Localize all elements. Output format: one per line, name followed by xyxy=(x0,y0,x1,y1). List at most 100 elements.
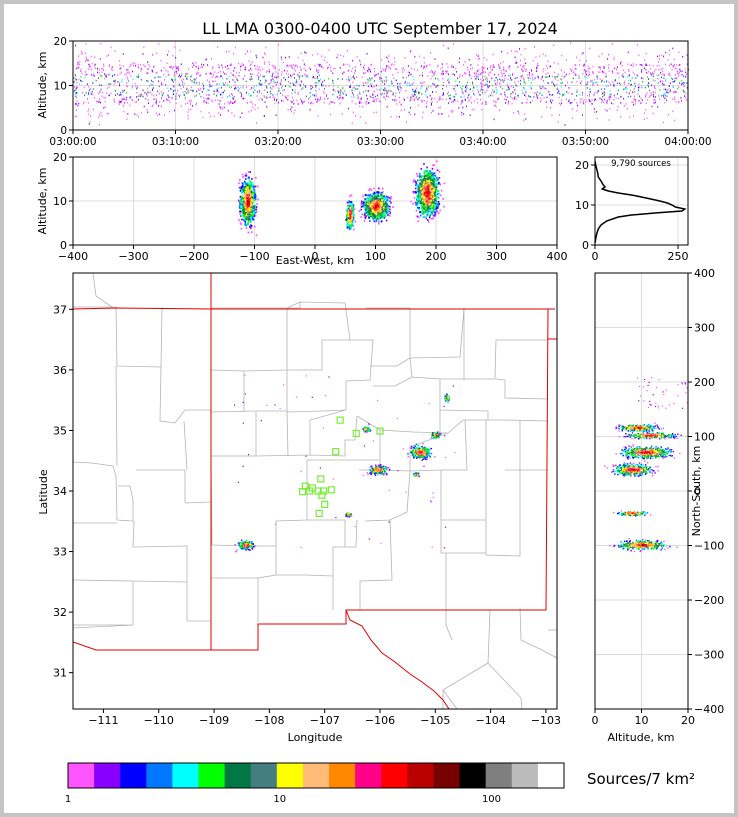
altitude-time-source xyxy=(295,64,297,67)
altitude-time-source xyxy=(646,64,648,66)
altitude-time-source xyxy=(231,93,233,95)
altitude-time-source xyxy=(556,84,558,86)
altitude-time-source xyxy=(350,77,352,80)
altitude-time-source xyxy=(324,98,325,100)
altitude-time-source xyxy=(250,63,252,65)
altitude-time-source xyxy=(514,50,516,53)
altitude-time-source xyxy=(85,92,87,94)
altitude-time-source xyxy=(659,89,661,91)
altitude-time-source xyxy=(280,78,282,81)
altitude-time-source xyxy=(299,75,301,77)
eastwest-source xyxy=(415,172,418,175)
eastwest-source xyxy=(364,206,367,209)
altitude-time-source xyxy=(172,93,174,96)
altitude-time-source xyxy=(334,102,335,104)
eastwest-source xyxy=(245,227,248,229)
altitude-time-source xyxy=(514,56,516,59)
altitude-time-source xyxy=(92,88,94,90)
eastwest-source xyxy=(244,189,247,192)
altitude-time-source xyxy=(589,47,591,50)
altitude-time-source xyxy=(275,84,277,86)
altitude-time-source xyxy=(169,110,171,113)
altitude-time-source xyxy=(356,84,358,87)
altitude-time-source xyxy=(618,97,620,100)
altitude-time-source xyxy=(381,81,383,84)
altitude-time-source xyxy=(239,65,241,68)
eastwest-source xyxy=(248,184,251,187)
eastwest-source xyxy=(370,189,373,191)
altitude-time-source xyxy=(430,77,432,80)
altitude-time-source xyxy=(178,75,180,78)
altitude-time-source xyxy=(197,72,199,74)
eastwest-source xyxy=(431,171,433,174)
altitude-time-source xyxy=(420,65,422,67)
altitude-time-source xyxy=(147,80,149,82)
altitude-time-source xyxy=(436,86,437,88)
altitude-time-source xyxy=(645,69,647,71)
altitude-time-source xyxy=(619,82,621,85)
altitude-time-source xyxy=(252,106,254,109)
eastwest-source xyxy=(238,182,240,185)
eastwest-source xyxy=(250,197,252,199)
altitude-time-source xyxy=(165,69,167,72)
eastwest-source xyxy=(429,211,431,214)
altitude-time-source xyxy=(275,71,277,73)
altitude-time-source xyxy=(408,82,410,84)
altitude-time-source xyxy=(453,99,454,102)
altitude-time-source xyxy=(266,105,268,108)
altitude-time-source xyxy=(129,97,131,99)
altitude-time-source xyxy=(225,82,226,84)
altitude-time-source xyxy=(118,103,120,106)
altitude-time-source xyxy=(353,96,355,98)
altitude-time-source xyxy=(602,95,604,98)
altitude-time-source xyxy=(317,82,319,84)
altitude-time-source xyxy=(141,94,143,97)
altitude-time-source xyxy=(75,78,77,81)
altitude-time-source xyxy=(355,103,357,105)
altitude-time-source xyxy=(187,68,189,71)
altitude-time-source xyxy=(464,72,466,75)
altitude-time-source xyxy=(273,80,275,83)
eastwest-source xyxy=(247,208,250,211)
altitude-time-source xyxy=(647,70,649,73)
altitude-time-source xyxy=(391,82,393,85)
altitude-time-source xyxy=(430,111,432,114)
eastwest-source xyxy=(346,210,349,213)
altitude-time-source xyxy=(190,75,192,77)
altitude-time-source xyxy=(316,70,318,72)
altitude-time-source xyxy=(474,94,476,96)
eastwest-source xyxy=(245,211,247,214)
altitude-time-source xyxy=(630,83,632,86)
altitude-time-source xyxy=(540,78,542,80)
eastwest-source xyxy=(248,176,250,179)
altitude-time-source xyxy=(201,91,203,93)
altitude-time-source xyxy=(353,75,354,77)
altitude-time-source xyxy=(101,75,103,78)
altitude-time-source xyxy=(537,64,539,67)
altitude-time-source xyxy=(602,99,604,102)
altitude-time-source xyxy=(334,90,336,93)
altitude-time-source xyxy=(413,99,415,102)
altitude-time-source xyxy=(671,77,672,80)
altitude-time-source xyxy=(92,93,94,96)
altitude-time-source xyxy=(462,85,464,88)
altitude-time-source xyxy=(97,67,98,70)
altitude-time-source xyxy=(620,83,622,86)
eastwest-source xyxy=(251,198,253,201)
altitude-time-source xyxy=(98,69,100,71)
eastwest-source xyxy=(379,217,382,220)
eastwest-source xyxy=(376,208,378,211)
eastwest-source xyxy=(371,195,373,197)
eastwest-source xyxy=(350,206,353,209)
altitude-time-source xyxy=(581,80,583,83)
altitude-time-source xyxy=(391,63,393,65)
eastwest-source xyxy=(252,213,255,216)
eastwest-source xyxy=(369,210,371,213)
eastwest-source xyxy=(242,187,245,190)
altitude-time-source xyxy=(197,67,199,70)
eastwest-source xyxy=(421,212,424,215)
altitude-time-source xyxy=(482,83,484,86)
altitude-time-source xyxy=(609,94,611,96)
altitude-time-source xyxy=(78,55,79,57)
altitude-time-source xyxy=(469,75,471,77)
